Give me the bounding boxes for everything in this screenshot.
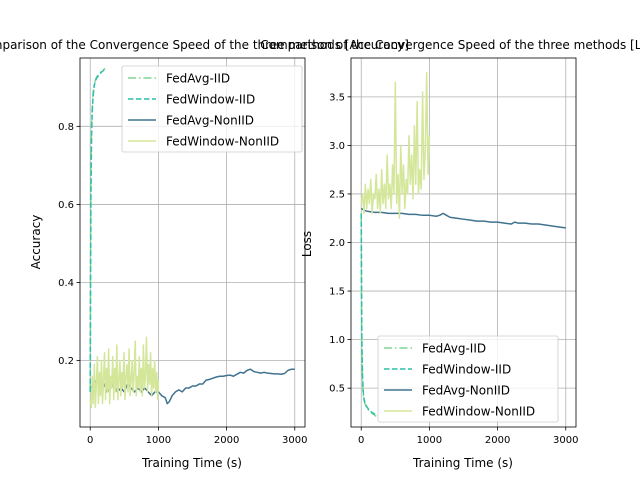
loss-x-axis-label: Training Time (s) xyxy=(412,456,513,470)
loss-legend-label: FedWindow-IID xyxy=(422,363,511,377)
loss-legend-label: FedAvg-IID xyxy=(422,342,486,356)
loss-series-group xyxy=(360,71,566,417)
loss-legend-label: FedWindow-NonIID xyxy=(422,405,535,419)
accuracy-x-axis-label: Training Time (s) xyxy=(141,456,242,470)
accuracy-series-fedwindow-noniid xyxy=(89,336,160,409)
accuracy-subplot: 0 1000 2000 3000 0.2 0.4 0.6 0.8 Comparison of t… xyxy=(0,38,409,470)
accuracy-y-tick-label: 0.6 xyxy=(58,200,74,211)
accuracy-y-tick-label: 0.8 xyxy=(58,122,74,133)
loss-series-fedwindow-iid xyxy=(360,213,377,416)
loss-x-tick-label: 1000 xyxy=(417,435,442,446)
loss-legend: FedAvg-IID FedWindow-IID FedAvg-NonIID FedW… xyxy=(377,335,559,423)
accuracy-x-tick-label: 1000 xyxy=(146,435,171,446)
accuracy-y-tick-label: 0.2 xyxy=(58,356,74,367)
accuracy-legend-label: FedAvg-NonIID xyxy=(166,114,254,128)
loss-chart-title: Comparison of the Convergence Speed of t… xyxy=(260,38,640,52)
accuracy-series-fedavg-iid xyxy=(89,67,106,392)
loss-legend-label: FedAvg-NonIID xyxy=(422,384,510,398)
accuracy-y-axis-label: Accuracy xyxy=(29,215,43,270)
accuracy-axes-frame xyxy=(79,57,306,428)
loss-subplot: 0 1000 2000 3000 0.5 1.0 1.5 2.0 2.5 3.0 3.5 Compar… xyxy=(260,38,640,470)
loss-legend-box xyxy=(377,335,559,423)
accuracy-legend-box xyxy=(121,65,303,153)
accuracy-x-tick-label: 2000 xyxy=(214,435,239,446)
accuracy-legend-label: FedWindow-IID xyxy=(166,93,255,107)
loss-y-tick-label: 3.0 xyxy=(329,141,345,152)
loss-series-fedavg-noniid xyxy=(360,207,566,229)
loss-x-tick-label: 2000 xyxy=(485,435,510,446)
loss-y-tick-label: 1.5 xyxy=(329,287,345,298)
accuracy-legend-label: FedWindow-NonIID xyxy=(166,135,279,149)
accuracy-legend-label: FedAvg-IID xyxy=(166,72,230,86)
loss-y-tick-label: 2.0 xyxy=(329,238,345,249)
loss-y-axis-label: Loss xyxy=(300,231,314,257)
accuracy-y-tick-label: 0.4 xyxy=(58,278,74,289)
accuracy-series-fedwindow-iid xyxy=(89,68,106,392)
accuracy-chart-title: Comparison of the Convergence Speed of t… xyxy=(0,38,409,52)
loss-y-tick-label: 0.5 xyxy=(329,384,345,395)
loss-y-tick-label: 2.5 xyxy=(329,189,345,200)
loss-x-tick-label: 3000 xyxy=(553,435,578,446)
loss-x-tick-label: 0 xyxy=(358,435,364,446)
loss-y-tick-label: 3.5 xyxy=(329,92,345,103)
accuracy-x-tick-label: 3000 xyxy=(282,435,307,446)
accuracy-series-group xyxy=(89,67,295,409)
loss-series-fedwindow-noniid xyxy=(360,71,431,219)
loss-y-tick-label: 1.0 xyxy=(329,335,345,346)
accuracy-x-tick-label: 0 xyxy=(87,435,93,446)
accuracy-legend: FedAvg-IID FedWindow-IID FedAvg-NonIID FedW… xyxy=(121,65,303,153)
